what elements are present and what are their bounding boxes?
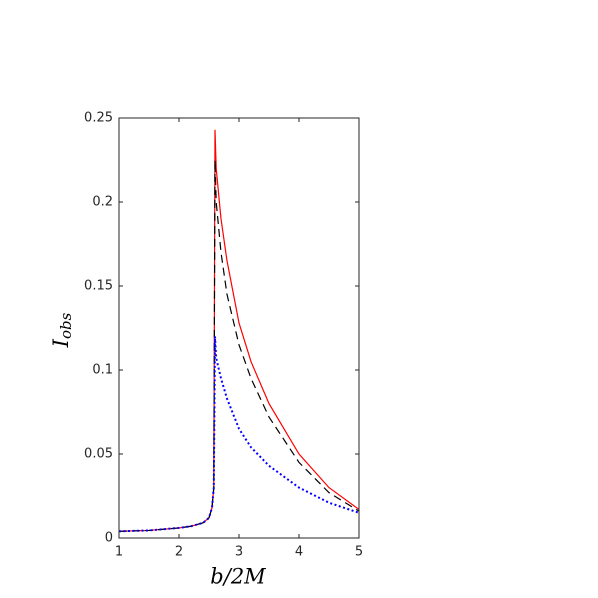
y-label-main: I xyxy=(49,338,73,348)
x-tick-label: 2 xyxy=(175,545,183,560)
y-tick-label: 0.15 xyxy=(84,279,113,294)
data-line xyxy=(118,159,360,532)
data-line xyxy=(118,336,360,533)
x-tick-label: 4 xyxy=(295,545,303,560)
y-tick-label: 0.2 xyxy=(92,195,113,210)
plot-area xyxy=(119,118,359,538)
x-tick-label: 1 xyxy=(115,545,123,560)
y-tick-label: 0.1 xyxy=(92,363,113,378)
y-axis-label: Iobs xyxy=(49,312,76,348)
y-tick-label: 0 xyxy=(105,531,113,546)
x-tick-label: 3 xyxy=(235,545,243,560)
y-tick-label: 0.05 xyxy=(84,447,113,462)
y-label-sub: obs xyxy=(57,312,75,339)
x-tick-label: 5 xyxy=(355,545,363,560)
y-tick-label: 0.25 xyxy=(84,111,113,126)
x-axis-label: b/2M xyxy=(210,565,266,589)
